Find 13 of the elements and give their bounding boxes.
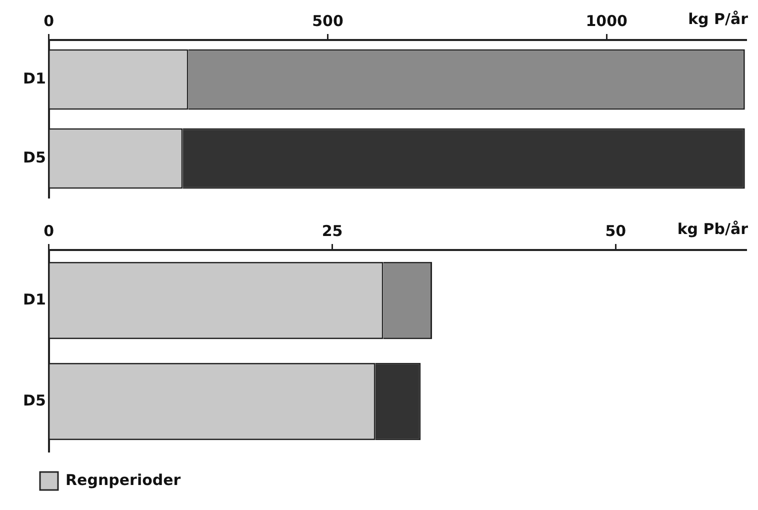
x-tick-label: 1000 [586, 12, 628, 30]
legend-label: Regnperioder [66, 470, 182, 489]
x-axis-title: kg P/år [688, 10, 749, 28]
x-tick-label: 50 [605, 222, 626, 240]
x-tick-label: 0 [44, 222, 54, 240]
x-axis-title: kg Pb/år [677, 220, 749, 238]
y-tick-label: D1 [23, 290, 46, 308]
y-tick-label: D1 [23, 69, 46, 88]
x-tick-label: 0 [44, 12, 54, 30]
y-tick-label: D5 [23, 391, 46, 410]
x-tick-label: 25 [322, 222, 343, 240]
y-tick-label: D5 [23, 148, 46, 166]
x-tick-label: 500 [312, 12, 344, 30]
